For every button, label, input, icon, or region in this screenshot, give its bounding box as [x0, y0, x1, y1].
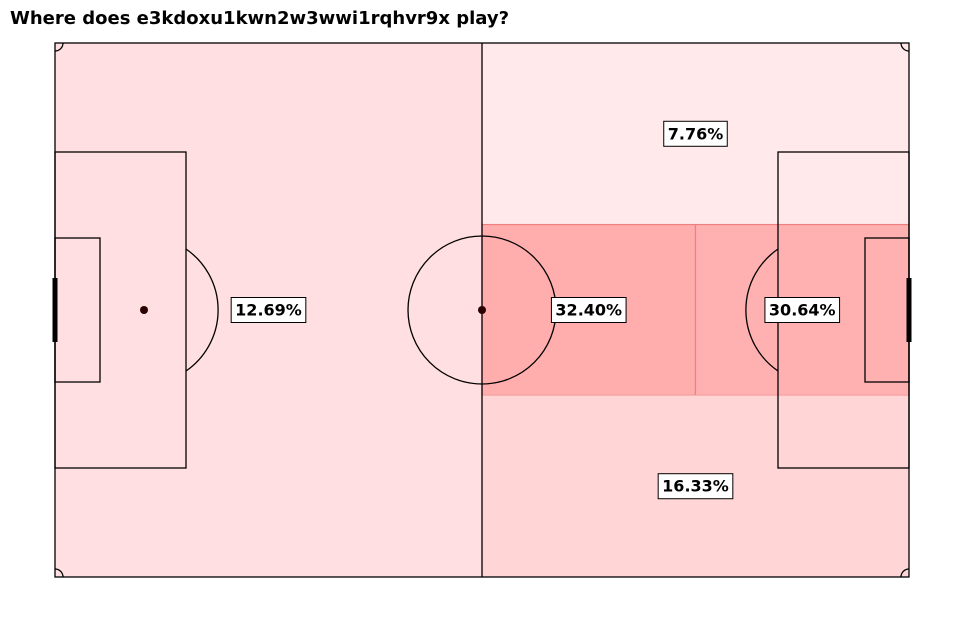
- zone-label-0: 12.69%: [230, 297, 307, 323]
- zone-value-1: 7.76%: [668, 124, 724, 143]
- chart-title: Where does e3kdoxu1kwn2w3wwi1rqhvr9x pla…: [10, 8, 510, 29]
- zone-label-box-1: [663, 120, 728, 147]
- zone-value-2: 32.40%: [555, 301, 622, 320]
- left-penalty-spot: [140, 306, 148, 314]
- left-penalty-arc: [185, 248, 219, 372]
- right-penalty-arc: [745, 248, 779, 372]
- zone-label-2: 32.40%: [550, 297, 627, 323]
- corner-arc-top-left: [54, 42, 64, 52]
- zone-label-box-0: [230, 297, 307, 323]
- corner-arc-bottom-left: [54, 568, 64, 578]
- corner-arc-top-right: [900, 42, 910, 52]
- zone-label-1: 7.76%: [663, 120, 728, 147]
- zone-label-box-2: [550, 297, 627, 323]
- zone-label-3: 30.64%: [764, 297, 841, 323]
- zone-label-4: 16.33%: [657, 473, 734, 500]
- corner-arc-bottom-right: [900, 568, 910, 578]
- zone-labels: 12.69% 7.76% 32.40% 30.64% 16.33%: [230, 120, 841, 500]
- zone-label-box-4: [657, 473, 734, 500]
- zone-value-0: 12.69%: [235, 301, 302, 320]
- zone-value-3: 30.64%: [769, 301, 836, 320]
- zone-value-4: 16.33%: [662, 477, 729, 496]
- center-spot: [478, 306, 486, 314]
- zone-label-box-3: [764, 297, 841, 323]
